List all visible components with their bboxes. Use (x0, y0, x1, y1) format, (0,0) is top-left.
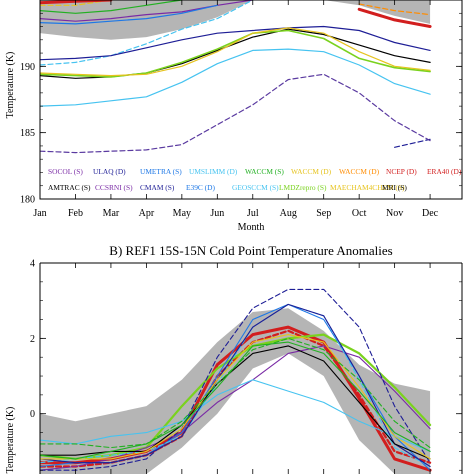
x-tick-label: Sep (316, 208, 331, 219)
x-tick-label: May (173, 208, 191, 219)
panel-a-model-spread-envelope (40, 0, 431, 40)
x-tick-label: Jan (33, 208, 46, 219)
x-tick-label: Mar (103, 208, 120, 219)
y-tick-label: 180 (20, 195, 35, 206)
y-tick-label: 2 (30, 334, 35, 345)
legend-entry: UMSLIMM (D) (189, 167, 238, 176)
panel-b-series-geosccm (40, 379, 431, 452)
legend-entry: ERA40 (D) (427, 167, 462, 176)
legend-entry: WACCM (S) (245, 167, 284, 176)
panel-b-series-ulaq (40, 288, 431, 471)
x-tick-label: Nov (386, 208, 403, 219)
panel-b-y-axis-label: Temperature (K) (5, 407, 16, 474)
panel-b-model-spread-envelope (40, 308, 431, 474)
legend-entry: AMTRAC (S) (48, 183, 91, 192)
panel-b-series-umslimm (40, 303, 431, 468)
x-tick-label: Dec (422, 208, 439, 219)
panel-b-cold-point-temperature-anomalies: B) REF1 15S-15N Cold Point Temperature A… (5, 243, 463, 474)
legend-entry: WACCM (D) (291, 167, 332, 176)
legend-entry: E39C (D) (186, 183, 215, 192)
panel-a-series-cmam-s (40, 25, 431, 61)
legend-entry: ULAQ (D) (93, 167, 126, 176)
y-tick-label: 4 (30, 259, 35, 270)
panel-a-series-era40-s (357, 7, 432, 28)
legend-entry: MRI (S) (382, 183, 407, 192)
panel-a-y-axis-label: Temperature (K) (5, 52, 16, 119)
panel-b-series-socol (40, 345, 431, 471)
panel-b-title: B) REF1 15S-15N Cold Point Temperature A… (109, 243, 392, 258)
x-tick-label: Jun (210, 208, 224, 219)
panel-a-series-umetra-s (40, 4, 218, 25)
legend-entry: MAECHAM4CHEM (S) (330, 183, 405, 192)
panel-a-series-geosccm-s (40, 48, 431, 107)
panel-a-series-umslimm-d (40, 0, 254, 66)
x-tick-label: Jul (247, 208, 259, 219)
panel-b-series-maecham4chem (40, 334, 431, 460)
legend-entry: CMAM (S) (140, 183, 175, 192)
x-tick-label: Aug (280, 208, 297, 219)
panel-a-series-waccm-s (40, 0, 183, 14)
y-tick-label: 185 (20, 128, 35, 139)
legend-entry: GEOSCCM (S) (232, 183, 279, 192)
panel-a-series-series-17 (40, 73, 431, 154)
panel-a-frame (39, 0, 463, 200)
panel-a-series-maecham4chem-s (40, 27, 431, 77)
x-tick-label: Apr (139, 208, 155, 219)
panel-a-cold-point-temperature: SOCOL (S) ULAQ (D) UMETRA (S) UMSLIMM (D) WA… (5, 0, 463, 233)
panel-a-x-axis-label: Month (238, 222, 265, 233)
panel-a-series-lmdzrepro-s (40, 29, 431, 78)
y-tick-label: 0 (30, 409, 35, 420)
panel-a-series-ulaq-d (394, 138, 431, 148)
legend-entry: WACCM (D) (339, 167, 380, 176)
legend-entry: SOCOL (S) (48, 167, 83, 176)
legend-entry: NCEP (D) (386, 167, 417, 176)
legend-entry: CCSRNI (S) (95, 183, 133, 192)
panel-b-series-lmdzrepro (40, 341, 431, 460)
legend-entry: UMETRA (S) (140, 167, 182, 176)
x-tick-label: Feb (68, 208, 83, 219)
panel-b-series-amtrac (40, 345, 431, 460)
legend-entry: LMDZrepro (S) (279, 183, 327, 192)
x-tick-label: Oct (352, 208, 367, 219)
panel-b-series-ncep (40, 329, 432, 468)
y-tick-label: 190 (20, 62, 35, 73)
panel-a-series-waccm-d (358, 3, 431, 16)
